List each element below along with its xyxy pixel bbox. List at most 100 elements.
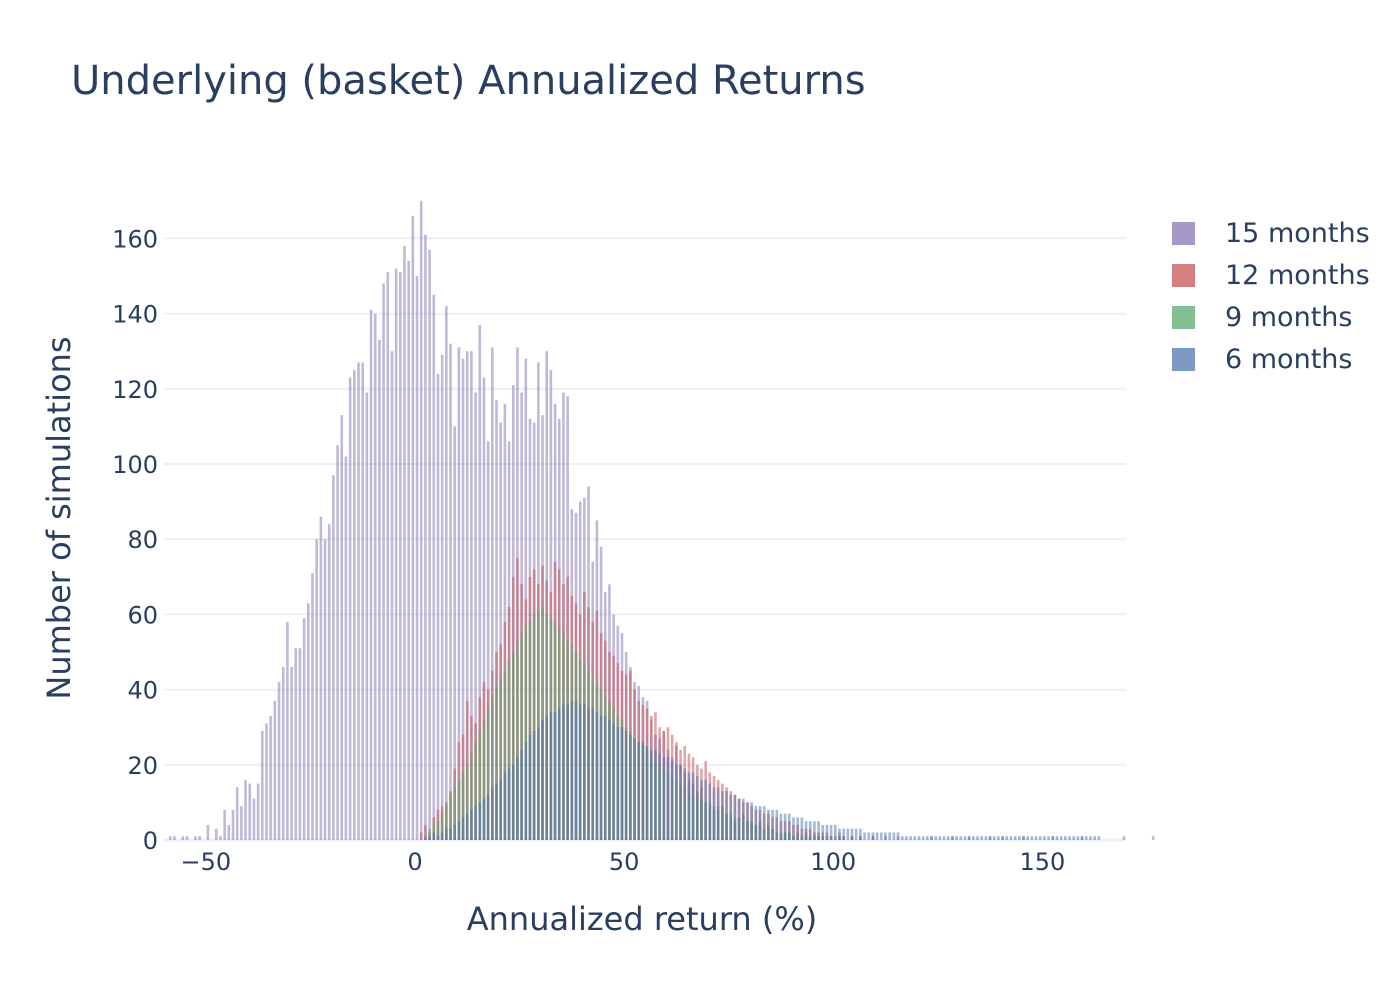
bar: [465, 764, 469, 840]
bar: [373, 313, 377, 841]
bar: [319, 516, 323, 840]
bar: [909, 836, 912, 840]
bar: [599, 715, 603, 840]
bar: [457, 821, 461, 840]
bar: [1097, 836, 1101, 840]
bar: [871, 832, 875, 840]
legend-item[interactable]: 6 months: [1172, 338, 1370, 380]
bar: [616, 727, 620, 840]
bar: [779, 813, 783, 840]
bar: [173, 836, 176, 840]
bar: [775, 809, 779, 840]
bar: [298, 648, 302, 840]
bar: [800, 817, 804, 840]
legend-label: 15 months: [1225, 217, 1370, 249]
bar: [537, 610, 540, 840]
bar: [633, 738, 636, 840]
bar: [654, 749, 657, 840]
bar: [595, 712, 599, 840]
x-tick-label: 100: [810, 848, 856, 876]
bar: [1043, 836, 1046, 840]
bar: [938, 836, 942, 840]
bar: [792, 817, 795, 840]
bar: [445, 306, 448, 841]
y-tick-label: 160: [112, 225, 158, 253]
bar: [767, 809, 770, 840]
bar: [486, 794, 490, 840]
bar: [733, 794, 737, 840]
bar: [1047, 836, 1050, 840]
bar: [240, 806, 243, 840]
bar: [277, 682, 281, 840]
bar: [348, 377, 352, 840]
bar: [520, 633, 523, 840]
bar: [302, 618, 306, 840]
bar: [854, 828, 858, 840]
bar: [813, 821, 816, 840]
legend-item[interactable]: 12 months: [1172, 254, 1370, 296]
bar: [168, 836, 172, 840]
bar: [256, 783, 260, 840]
bar: [641, 742, 645, 840]
bar: [758, 806, 762, 840]
legend-item[interactable]: 9 months: [1172, 296, 1370, 338]
bar: [976, 836, 979, 840]
bar: [327, 524, 331, 840]
bar: [704, 779, 707, 840]
bar: [449, 343, 452, 840]
bar: [223, 809, 226, 840]
bar: [921, 836, 925, 840]
bar: [917, 836, 921, 840]
bar: [834, 824, 837, 840]
bar: [511, 652, 515, 840]
bar: [850, 828, 854, 840]
bar: [499, 678, 502, 840]
bar: [754, 806, 758, 840]
bar: [537, 727, 540, 840]
bar: [486, 441, 490, 840]
bar: [461, 358, 465, 840]
x-tick-label: 50: [609, 848, 640, 876]
bar: [424, 836, 427, 840]
bar: [532, 614, 536, 840]
bar: [942, 836, 946, 840]
legend-item[interactable]: 15 months: [1172, 212, 1370, 254]
bar: [273, 700, 277, 840]
bar: [1022, 836, 1025, 840]
bar: [829, 824, 833, 840]
bar: [729, 794, 733, 840]
bar: [315, 539, 318, 840]
bars-layer: [168, 200, 1155, 841]
bar: [930, 836, 933, 840]
bar: [1001, 836, 1004, 840]
bar: [859, 828, 862, 840]
bar: [603, 715, 607, 840]
bar: [231, 809, 235, 840]
bar: [963, 836, 967, 840]
bar: [1026, 836, 1030, 840]
bar: [269, 715, 272, 840]
bar: [332, 475, 335, 840]
bar: [700, 779, 703, 840]
bar: [624, 730, 628, 840]
bar: [587, 708, 590, 840]
bar: [185, 836, 189, 840]
bar: [290, 667, 293, 840]
y-tick-label: 60: [127, 601, 158, 629]
bar: [562, 704, 565, 840]
legend-swatch: [1172, 263, 1195, 287]
bar: [821, 824, 825, 840]
bar: [461, 817, 465, 840]
bar: [1018, 836, 1021, 840]
bar: [528, 734, 532, 840]
bar: [495, 783, 498, 840]
bar: [461, 772, 465, 840]
bar: [449, 828, 452, 840]
bar: [1009, 836, 1013, 840]
bar: [281, 667, 285, 840]
bar: [737, 798, 741, 840]
bar: [1005, 836, 1009, 840]
bar: [712, 787, 716, 840]
bar: [248, 783, 252, 840]
bar: [411, 215, 415, 841]
